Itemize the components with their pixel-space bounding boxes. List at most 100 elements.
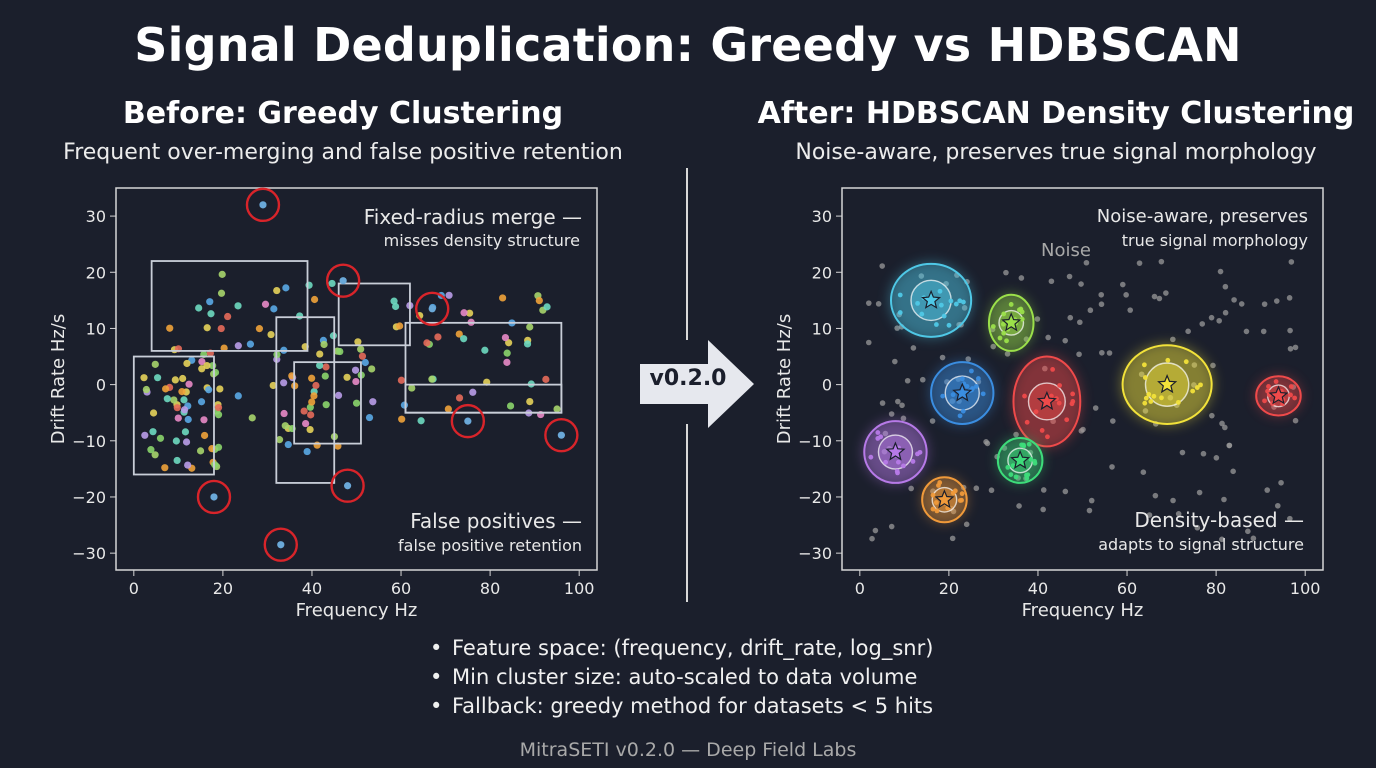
cluster-member-point	[950, 392, 956, 398]
data-point	[417, 417, 425, 425]
cluster-member-point	[901, 463, 906, 469]
cluster-member-point	[968, 368, 974, 374]
false-positive-ring	[325, 263, 361, 298]
data-point	[396, 322, 404, 330]
data-point	[428, 375, 436, 383]
version-label: v0.2.0	[649, 366, 727, 391]
data-point	[170, 396, 178, 404]
false-positive-point	[557, 431, 565, 439]
cluster-cyan	[888, 262, 974, 339]
cluster-member-point	[1142, 400, 1148, 406]
cluster-member-point	[950, 490, 956, 496]
cluster-member-point	[1033, 409, 1039, 415]
data-point	[163, 395, 171, 403]
data-point	[466, 309, 474, 317]
cluster-member-point	[1057, 383, 1062, 388]
x-tick-label: 40	[302, 579, 322, 598]
data-point	[174, 414, 182, 422]
data-point	[246, 340, 255, 348]
cluster-centroid-star-icon	[920, 289, 942, 309]
cluster-crimson	[1255, 375, 1302, 417]
noise-point	[1163, 290, 1169, 296]
cluster-member-point	[1013, 474, 1019, 480]
y-tick-label: −10	[72, 432, 106, 451]
data-point	[184, 461, 192, 469]
noise-point	[1238, 301, 1245, 307]
cluster-member-point	[990, 324, 996, 329]
left-annotation-top-line1: Fixed-radius merge —	[364, 205, 582, 229]
noise-point	[1078, 281, 1084, 287]
noise-point	[1243, 328, 1250, 335]
false-positive-ring	[330, 468, 365, 503]
noise-point	[908, 485, 914, 492]
noise-point	[1127, 307, 1134, 313]
x-tick-label: 20	[939, 579, 959, 598]
data-point	[307, 411, 315, 419]
data-point	[553, 405, 561, 413]
cluster-member-point	[1143, 395, 1149, 401]
noise-point	[1217, 268, 1224, 275]
data-point	[503, 349, 511, 357]
noise-point	[1109, 464, 1115, 470]
data-point	[506, 402, 515, 410]
data-point	[523, 340, 532, 348]
noise-point	[1077, 319, 1083, 326]
cluster-member-point	[1262, 398, 1267, 404]
data-point	[261, 300, 270, 308]
noise-point	[1288, 259, 1295, 265]
cluster-member-point	[1001, 311, 1007, 317]
data-point	[218, 270, 226, 278]
noise-point	[895, 398, 901, 405]
noise-point	[1219, 420, 1225, 427]
noise-point	[1213, 455, 1220, 461]
right-panel-subtitle: Noise-aware, preserves true signal morph…	[795, 140, 1317, 165]
noise-point	[904, 377, 911, 384]
data-point	[203, 324, 211, 332]
page-title: Signal Deduplication: Greedy vs HDBSCAN	[134, 18, 1242, 72]
y-tick-label: 0	[96, 376, 106, 395]
noise-point	[1194, 524, 1201, 531]
data-point	[149, 428, 157, 436]
noise-point	[1152, 492, 1159, 499]
data-point	[310, 295, 319, 304]
data-point	[444, 405, 452, 413]
noise-point	[1231, 297, 1237, 303]
cluster-member-point	[964, 383, 970, 389]
cluster-centroid-star-icon	[952, 382, 973, 402]
data-point	[284, 440, 292, 449]
data-point	[180, 406, 189, 414]
data-point	[351, 366, 360, 374]
data-point	[205, 386, 213, 394]
data-point	[398, 415, 406, 423]
noise-point	[1140, 469, 1147, 475]
noise-point	[1151, 293, 1158, 300]
cluster-member-point	[933, 322, 939, 327]
y-tick-label: 30	[86, 207, 106, 226]
data-point	[270, 305, 278, 313]
data-point	[316, 361, 324, 370]
y-tick-label: −20	[798, 488, 832, 507]
noise-point	[1123, 292, 1129, 298]
left-annotation-top-line2: misses density structure	[384, 231, 580, 250]
cluster-member-point	[1176, 399, 1181, 405]
x-tick-label: 100	[1290, 579, 1321, 598]
cluster-member-point	[883, 459, 889, 465]
noise-point	[1119, 281, 1126, 288]
y-tick-label: −30	[72, 544, 106, 563]
data-point	[460, 309, 468, 317]
noise-point	[963, 521, 970, 528]
data-point	[300, 407, 308, 415]
right-annotation-bottom-line1: Density-based —	[1134, 508, 1304, 532]
data-point	[178, 388, 186, 396]
data-point	[328, 279, 336, 288]
false-positive-ring	[415, 291, 450, 326]
cluster-member-point	[1001, 330, 1007, 336]
cluster-member-point	[974, 384, 979, 389]
cluster-member-point	[1028, 456, 1034, 462]
false-positive-markers	[196, 187, 579, 562]
cluster-member-point	[1142, 375, 1148, 380]
cluster-member-point	[1000, 321, 1006, 327]
false-positive-point	[210, 493, 218, 501]
cluster-member-point	[953, 301, 959, 307]
data-point	[505, 339, 513, 347]
